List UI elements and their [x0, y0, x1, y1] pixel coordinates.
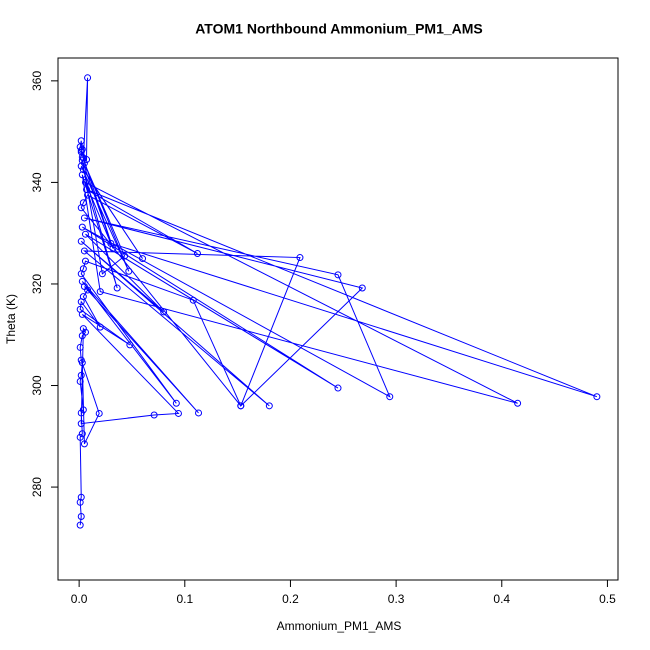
data-point — [334, 271, 342, 279]
data-point — [193, 249, 201, 257]
data-point — [78, 223, 86, 231]
data-point — [81, 257, 89, 265]
data-point — [78, 153, 86, 161]
data-point — [79, 293, 87, 301]
data-point — [81, 328, 89, 336]
data-point — [76, 498, 84, 506]
data-point — [84, 74, 92, 82]
data-point — [76, 305, 84, 313]
data-point — [76, 343, 84, 351]
data-point — [514, 399, 522, 407]
data-point — [79, 199, 87, 207]
data-point — [593, 393, 601, 401]
data-point — [81, 230, 89, 238]
data-point — [189, 296, 197, 304]
data-point — [77, 513, 85, 521]
data-point — [83, 186, 91, 194]
data-point — [358, 284, 366, 292]
data-point — [80, 440, 88, 448]
data-point — [126, 341, 134, 349]
data-point — [96, 288, 104, 296]
data-point — [125, 267, 133, 275]
data-point — [172, 399, 180, 407]
y-axis-label: Theta (K) — [4, 294, 18, 344]
data-point — [77, 420, 85, 428]
data-point — [150, 411, 158, 419]
data-point — [77, 493, 85, 501]
data-point — [160, 308, 168, 316]
data-point — [109, 244, 117, 252]
data-point — [79, 406, 87, 414]
y-tick-label: 340 — [30, 172, 44, 192]
data-point — [79, 166, 87, 174]
data-point — [121, 252, 129, 260]
data-point — [79, 265, 87, 273]
data-point — [79, 325, 87, 333]
x-tick-label: 0.1 — [176, 592, 193, 606]
data-point — [76, 521, 84, 529]
data-point — [98, 270, 106, 278]
data-point — [80, 214, 88, 222]
data-point — [95, 409, 103, 417]
x-tick-label: 0.4 — [493, 592, 510, 606]
plot-frame — [57, 57, 619, 581]
x-tick-label: 0.0 — [71, 592, 88, 606]
data-point — [78, 277, 86, 285]
data-point — [334, 384, 342, 392]
data-point — [77, 371, 85, 379]
x-tick-label: 0.2 — [282, 592, 299, 606]
x-axis-label: Ammonium_PM1_AMS — [277, 619, 402, 633]
data-point — [77, 237, 85, 245]
data-point — [80, 247, 88, 255]
data-point — [174, 409, 182, 417]
chart-title: ATOM1 Northbound Ammonium_PM1_AMS — [195, 21, 483, 37]
data-point — [386, 393, 394, 401]
data-point — [237, 402, 245, 410]
data-point — [76, 433, 84, 441]
y-tick-label: 320 — [30, 274, 44, 294]
data-line — [79, 77, 598, 526]
y-tick-label: 280 — [30, 477, 44, 497]
data-point — [265, 402, 273, 410]
data-point — [139, 255, 147, 263]
y-tick-label: 360 — [30, 71, 44, 91]
data-point — [113, 284, 121, 292]
y-tick-label: 300 — [30, 375, 44, 395]
data-point — [81, 178, 89, 186]
data-point — [77, 146, 85, 154]
data-point — [195, 409, 203, 417]
data-point — [77, 356, 85, 364]
data-point — [96, 323, 104, 331]
data-point — [296, 254, 304, 262]
x-tick-label: 0.5 — [599, 592, 616, 606]
x-tick-label: 0.3 — [388, 592, 405, 606]
data-point — [78, 430, 86, 438]
data-point — [77, 137, 85, 145]
data-point — [78, 171, 86, 179]
